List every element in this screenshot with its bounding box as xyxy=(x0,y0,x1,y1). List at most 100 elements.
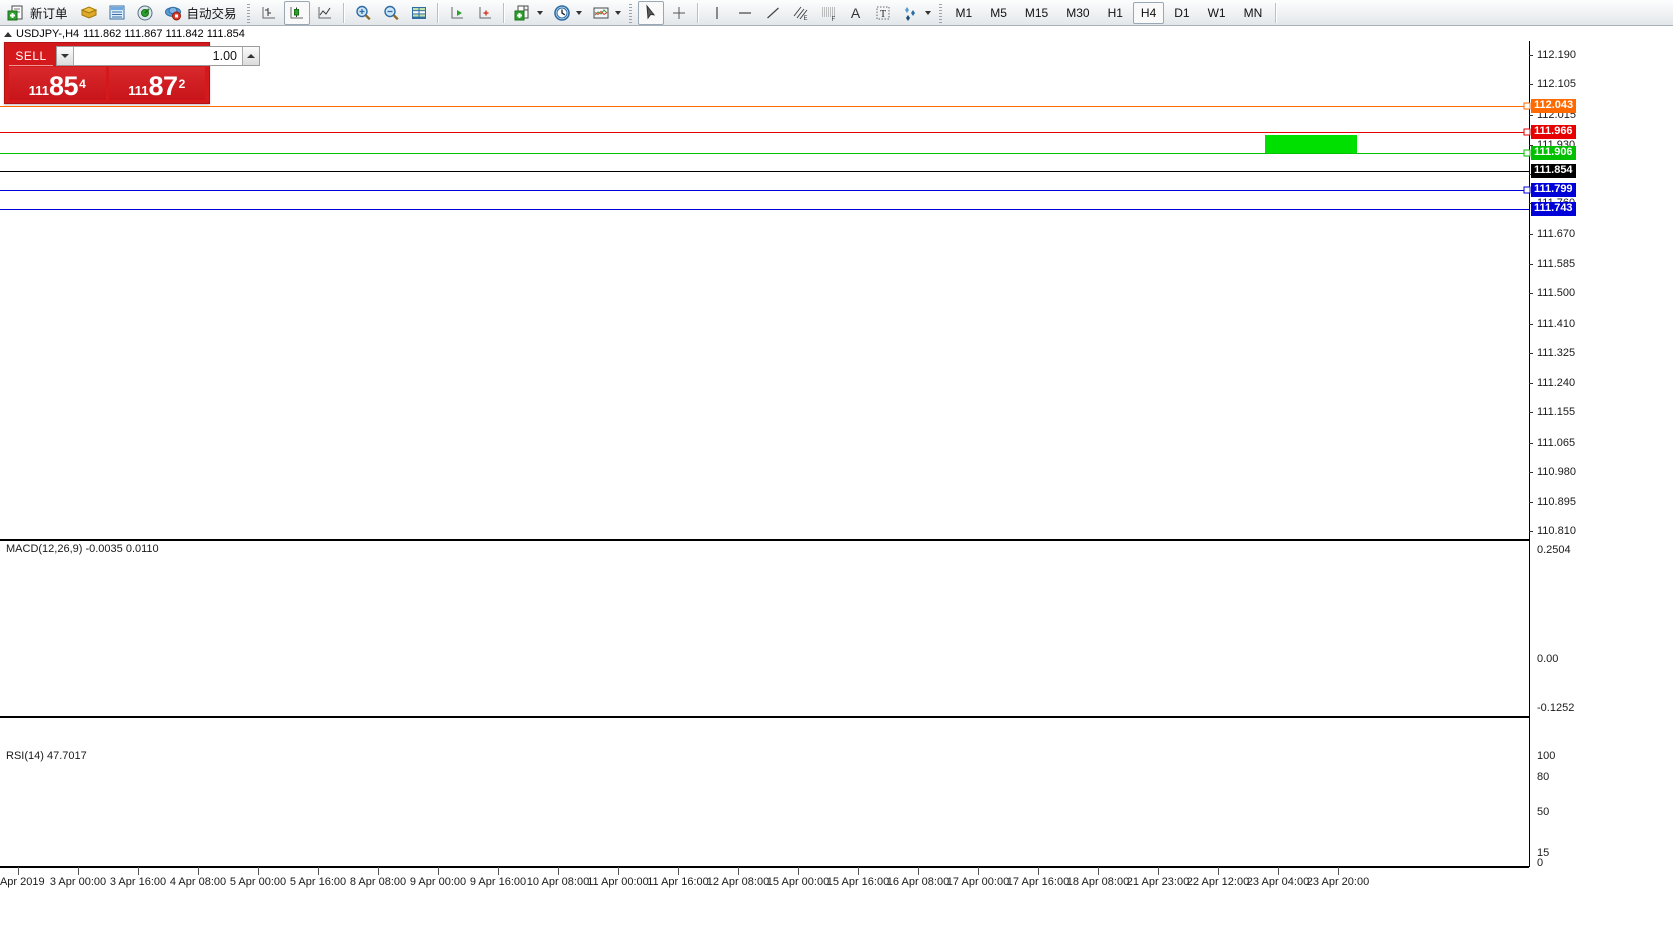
time-axis-tick xyxy=(1158,867,1159,875)
blue-level-1-tag[interactable]: 111.799 xyxy=(1531,182,1576,197)
period-button[interactable] xyxy=(549,1,586,25)
bar-chart-button[interactable] xyxy=(256,1,282,25)
timeframe-m30-button[interactable]: M30 xyxy=(1066,5,1090,20)
indicators-button[interactable] xyxy=(588,1,625,25)
time-axis-label: 12 Apr 08:00 xyxy=(706,876,770,888)
sell-button[interactable]: SELL xyxy=(9,47,53,66)
timeframe-m1-button[interactable]: M1 xyxy=(955,5,973,20)
price-axis-label: 112.190 xyxy=(1537,48,1576,61)
text-label-button[interactable]: T xyxy=(870,1,896,25)
horizontal-line-button[interactable] xyxy=(732,1,758,25)
profiles-button[interactable] xyxy=(76,1,102,25)
time-axis-tick xyxy=(378,867,379,875)
orange-level-tag[interactable]: 112.043 xyxy=(1531,98,1577,113)
blue-level-1-line[interactable] xyxy=(0,189,1529,191)
objects-dropdown-arrow[interactable] xyxy=(924,10,931,15)
time-axis-label: 16 Apr 08:00 xyxy=(886,876,950,888)
toolbar-separator-1 xyxy=(342,2,345,23)
text-icon: A xyxy=(850,4,861,21)
templates-button[interactable] xyxy=(510,1,547,25)
price-axis-tick xyxy=(1529,324,1533,325)
indicators-dropdown-arrow[interactable] xyxy=(614,10,621,15)
time-axis-label: 18 Apr 08:00 xyxy=(1066,876,1130,888)
price-axis-label: 110.980 xyxy=(1537,466,1576,479)
text-button[interactable]: A xyxy=(844,1,868,25)
crosshair-icon xyxy=(672,6,685,19)
red-level-tag[interactable]: 111.966 xyxy=(1531,125,1576,140)
price-axis-label: 112.105 xyxy=(1537,78,1576,91)
red-level-handle[interactable] xyxy=(1523,128,1531,136)
green-level-tag[interactable]: 111.906 xyxy=(1531,145,1576,160)
collapse-triangle-icon[interactable] xyxy=(4,31,12,37)
price-axis-label: 111.155 xyxy=(1537,406,1576,419)
timeframe-h1-button[interactable]: H1 xyxy=(1107,5,1123,20)
rsi-axis-label: 50 xyxy=(1537,806,1550,818)
trendline-button[interactable] xyxy=(760,1,786,25)
cursor-button[interactable] xyxy=(637,0,664,25)
green-level-line[interactable] xyxy=(0,152,1529,154)
volume-decrement-button[interactable] xyxy=(57,47,74,65)
zoom-in-button[interactable] xyxy=(350,1,376,25)
symbol-period-label: USDJPY-,H4 xyxy=(16,28,80,40)
chart-plot-area[interactable] xyxy=(0,41,1673,947)
equidistant-channel-button[interactable]: E xyxy=(788,1,814,25)
vertical-line-button[interactable] xyxy=(704,1,730,25)
green-level-handle[interactable] xyxy=(1523,149,1531,157)
time-axis-tick xyxy=(558,867,559,875)
orange-level-line[interactable] xyxy=(0,105,1529,107)
timeframe-mn-button[interactable]: MN xyxy=(1243,5,1263,20)
chart-shift-button[interactable] xyxy=(444,1,470,25)
bid-level-tag[interactable]: 111.854 xyxy=(1531,163,1576,178)
time-axis-label: 9 Apr 16:00 xyxy=(469,876,527,888)
fibonacci-button[interactable]: F xyxy=(816,1,842,25)
toolbar-grip-drawing[interactable] xyxy=(626,2,634,23)
timeframe-m15-button[interactable]: M15 xyxy=(1024,5,1049,20)
timeframe-d1-button[interactable]: D1 xyxy=(1174,5,1190,20)
candlestick-chart-icon xyxy=(290,6,303,18)
chevron-down-icon xyxy=(61,54,69,58)
navigator-button[interactable] xyxy=(132,1,158,25)
objects-icon xyxy=(904,6,915,21)
data-window-button[interactable] xyxy=(406,1,432,25)
orange-level-handle[interactable] xyxy=(1523,102,1531,110)
buy-price-button[interactable]: 111 87 2 xyxy=(108,67,205,100)
period-dropdown-arrow[interactable] xyxy=(575,10,582,15)
blue-level-2-line[interactable] xyxy=(0,209,1529,211)
candlestick-chart-button[interactable] xyxy=(283,0,310,25)
crosshair-button[interactable] xyxy=(666,1,692,25)
volume-increment-button[interactable] xyxy=(242,47,259,65)
toolbar-grip-timeframes[interactable] xyxy=(936,2,944,23)
auto-trading-button[interactable]: 自动交易 xyxy=(160,1,243,25)
blue-level-1-handle[interactable] xyxy=(1523,186,1531,194)
objects-button[interactable] xyxy=(898,1,935,25)
templates-dropdown-arrow[interactable] xyxy=(536,10,543,15)
time-axis-tick xyxy=(1038,867,1039,875)
price-axis-label: 110.810 xyxy=(1537,525,1576,538)
line-chart-button[interactable] xyxy=(312,1,338,25)
data-window-icon xyxy=(411,6,426,19)
price-highlight-box[interactable] xyxy=(1265,135,1357,153)
timeframe-m5-button[interactable]: M5 xyxy=(990,5,1007,20)
zoom-out-icon xyxy=(383,5,399,20)
time-axis-label: 2 Apr 2019 xyxy=(0,876,45,888)
toolbar-grip-charts[interactable] xyxy=(244,2,252,23)
time-axis-label: 21 Apr 23:00 xyxy=(1126,876,1190,888)
bid-level-line[interactable] xyxy=(0,170,1529,172)
timeframe-h4-button[interactable]: H4 xyxy=(1132,1,1165,24)
time-axis-label: 10 Apr 08:00 xyxy=(526,876,590,888)
time-axis-tick xyxy=(78,867,79,875)
new-order-button[interactable]: 新订单 xyxy=(3,1,74,25)
timeframe-w1-button[interactable]: W1 xyxy=(1207,5,1226,20)
volume-stepper[interactable] xyxy=(56,46,260,66)
buy-button[interactable]: BUY xyxy=(263,47,307,66)
zoom-out-button[interactable] xyxy=(378,1,404,25)
navigator-icon xyxy=(137,5,153,20)
market-watch-button[interactable] xyxy=(104,1,130,25)
pane-separator-3 xyxy=(0,866,1529,868)
time-axis-tick xyxy=(978,867,979,875)
auto-scroll-button[interactable] xyxy=(472,1,498,25)
sell-price-button[interactable]: 111 85 4 xyxy=(9,67,106,100)
red-level-line[interactable] xyxy=(0,132,1529,134)
volume-input[interactable] xyxy=(74,47,242,65)
blue-level-2-tag[interactable]: 111.743 xyxy=(1531,202,1576,217)
